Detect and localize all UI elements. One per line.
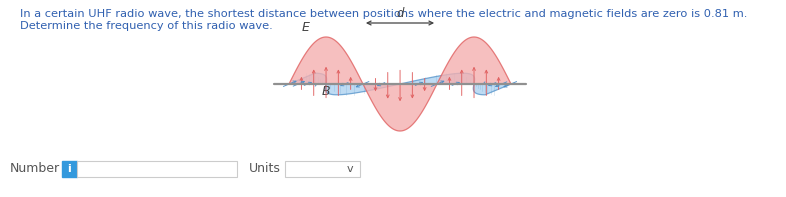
Text: Units: Units [249,163,281,176]
Polygon shape [363,84,437,131]
Text: Determine the frequency of this radio wave.: Determine the frequency of this radio wa… [20,21,273,31]
Bar [77,161,237,177]
Polygon shape [289,37,363,84]
Text: v: v [347,164,354,174]
Polygon shape [400,73,475,84]
Text: i: i [68,164,72,174]
Text: Number: Number [10,163,60,176]
Bar [285,161,360,177]
Polygon shape [325,84,400,95]
Text: B: B [321,85,330,98]
Text: In a certain UHF radio wave, the shortest distance between positions where the e: In a certain UHF radio wave, the shortes… [20,9,747,19]
Text: d: d [396,7,404,20]
Bar [62,161,77,177]
Polygon shape [289,73,327,84]
Polygon shape [437,37,511,84]
Text: E: E [302,21,310,34]
Polygon shape [473,84,511,95]
